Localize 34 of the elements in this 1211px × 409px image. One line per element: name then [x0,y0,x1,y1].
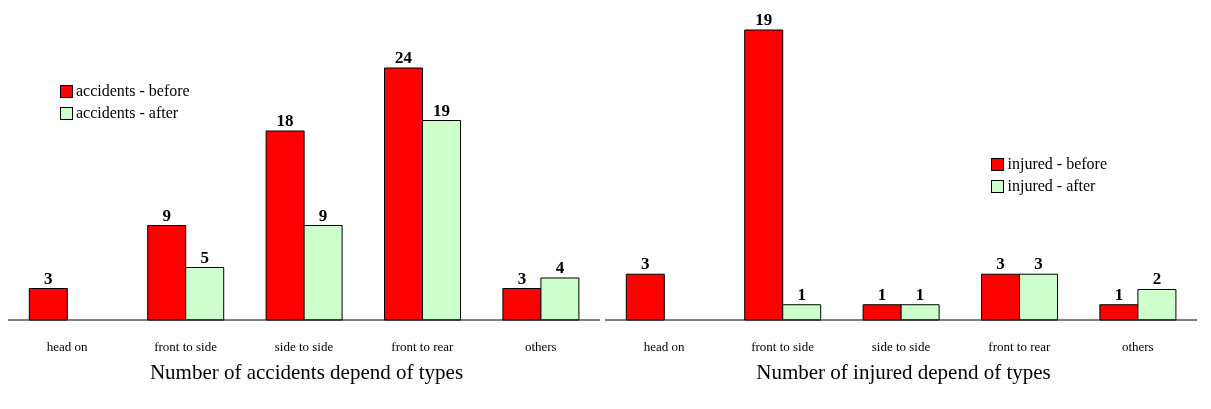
x-tick-label: front to rear [988,339,1052,355]
data-label: 5 [200,247,209,267]
x-tick-label: head on [643,339,686,355]
text: Number of injured depend of types [755,360,1052,385]
data-label: 9 [162,205,171,225]
data-label: 4 [555,258,565,277]
data-label: 3 [517,268,527,288]
data-label: 19 [433,100,451,120]
text: Number of accidents depend of types [148,360,465,385]
data-label: 1 [915,284,925,304]
data-label: 1 [1114,284,1124,304]
data-label: 3 [996,254,1005,274]
data-label: 3 [641,254,650,274]
data-label: 9 [318,205,328,225]
legend-label: accidents - before [76,81,190,101]
x-tick-label: head on [46,339,89,355]
legend-label: injured - after [1007,176,1096,197]
data-label: 24 [395,48,413,67]
x-tick-label: others [1121,339,1154,355]
data-label: 1 [797,284,806,304]
x-tick-label: front to side [154,339,218,355]
x-tick-label: others [524,339,557,355]
data-label: 3 [1034,254,1043,274]
data-label: 18 [276,111,294,130]
data-label: 3 [44,268,53,288]
data-label: 1 [877,284,887,304]
legend-label: accidents - after [76,103,179,123]
x-tick-label: front to side [751,339,815,355]
data-label: 19 [755,10,773,29]
x-tick-label: side to side [274,339,334,355]
data-label: 2 [1152,269,1162,289]
x-tick-label: side to side [871,339,931,355]
x-tick-label: front to rear [391,339,455,355]
legend-label: injured - before [1007,154,1107,175]
